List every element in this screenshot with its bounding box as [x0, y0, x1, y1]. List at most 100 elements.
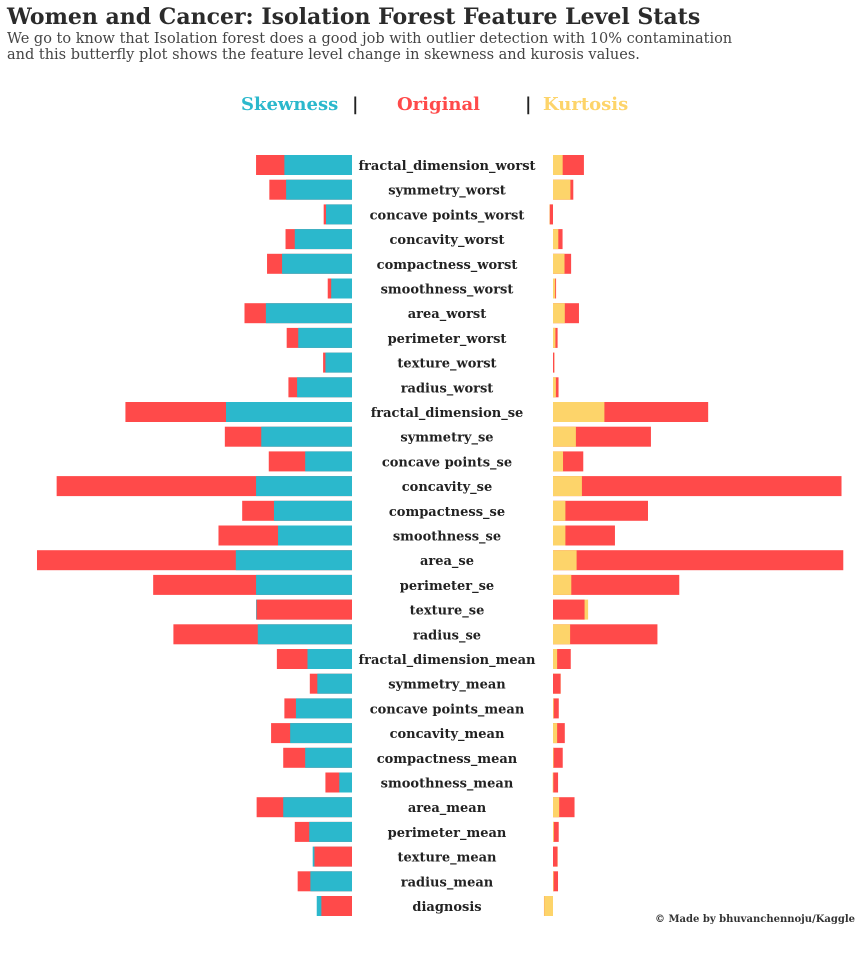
- feature-label-radius-se: radius_se: [413, 628, 481, 643]
- skewness-bar-radius-se: [257, 624, 352, 645]
- feature-label-diagnosis: diagnosis: [412, 900, 481, 915]
- kurtosis-bars: [543, 155, 844, 916]
- kurtosis-bar-symmetry-worst: [553, 179, 571, 200]
- kurtosis-original-bar-fractal-dimension-mean: [553, 649, 571, 669]
- kurtosis-original-bar-radius-mean: [553, 871, 559, 892]
- kurtosis-bar-concavity-se: [553, 476, 582, 497]
- kurtosis-original-bar-smoothness-se: [553, 525, 615, 546]
- skewness-bar-area-worst: [265, 303, 352, 324]
- kurtosis-bar-concavity-mean: [553, 723, 558, 744]
- kurtosis-bar-compactness-worst: [553, 253, 565, 274]
- kurtosis-bar-compactness-se: [553, 500, 566, 521]
- credit-text: © Made by bhuvanchennoju/Kaggle: [655, 914, 856, 925]
- kurtosis-bar-radius-mean: [553, 871, 554, 892]
- kurtosis-bar-perimeter-worst: [553, 327, 556, 348]
- kurtosis-bar-fractal-dimension-mean: [553, 649, 558, 669]
- kurtosis-original-bar-perimeter-se: [553, 574, 680, 595]
- skewness-bar-smoothness-se: [278, 525, 352, 546]
- feature-label-perimeter-mean: perimeter_mean: [388, 826, 507, 841]
- kurtosis-original-bar-radius-se: [553, 624, 658, 645]
- feature-label-concavity-worst: concavity_worst: [390, 233, 505, 248]
- skewness-bar-perimeter-se: [256, 574, 352, 595]
- feature-label-smoothness-worst: smoothness_worst: [381, 283, 514, 298]
- kurtosis-original-bar-symmetry-se: [553, 426, 651, 447]
- feature-label-perimeter-se: perimeter_se: [400, 579, 494, 594]
- skewness-original-bar-diagnosis: [321, 896, 352, 916]
- kurtosis-bar-fractal-dimension-worst: [553, 155, 563, 175]
- skewness-bar-concavity-se: [256, 476, 352, 497]
- feature-label-concave-points-worst: concave points_worst: [370, 208, 525, 223]
- feature-label-smoothness-mean: smoothness_mean: [381, 777, 514, 792]
- feature-label-compactness-worst: compactness_worst: [377, 258, 518, 273]
- feature-label-compactness-mean: compactness_mean: [377, 752, 518, 767]
- skewness-bar-concave-points-worst: [325, 204, 352, 225]
- feature-label-area-worst: area_worst: [408, 307, 487, 322]
- legend-separator-1: |: [352, 94, 359, 115]
- kurtosis-original-bar-texture-se: [553, 599, 585, 620]
- kurtosis-original-bar-area-se: [553, 550, 844, 571]
- feature-label-concave-points-mean: concave points_mean: [370, 702, 525, 717]
- feature-label-concave-points-se: concave points_se: [382, 455, 512, 470]
- kurtosis-bar-concave-points-mean: [553, 698, 554, 719]
- kurtosis-bar-radius-se: [553, 624, 571, 645]
- feature-label-perimeter-worst: perimeter_worst: [388, 332, 507, 347]
- skewness-bar-fractal-dimension-se: [225, 402, 352, 422]
- kurtosis-original-bar-smoothness-mean: [553, 772, 559, 793]
- skewness-bar-compactness-mean: [305, 747, 352, 768]
- skewness-bar-fractal-dimension-mean: [307, 649, 352, 669]
- skewness-bar-smoothness-mean: [339, 772, 352, 793]
- kurtosis-bar-smoothness-se: [553, 525, 566, 546]
- skewness-bar-perimeter-worst: [298, 327, 352, 348]
- skewness-bar-symmetry-mean: [317, 673, 352, 694]
- chart-subtitle: We go to know that Isolation forest does…: [7, 31, 847, 63]
- feature-label-fractal-dimension-worst: fractal_dimension_worst: [358, 159, 535, 174]
- feature-label-radius-worst: radius_worst: [401, 381, 494, 396]
- kurtosis-original-bar-concave-points-mean: [553, 698, 559, 719]
- kurtosis-bar-area-se: [553, 550, 577, 571]
- subtitle-line-1: We go to know that Isolation forest does…: [7, 31, 733, 47]
- kurtosis-original-bar-symmetry-mean: [553, 673, 561, 694]
- skewness-bar-perimeter-mean: [309, 821, 352, 842]
- skewness-bar-concavity-worst: [294, 229, 352, 250]
- feature-label-fractal-dimension-se: fractal_dimension_se: [371, 406, 524, 421]
- skewness-bar-concave-points-se: [305, 451, 352, 472]
- skewness-bar-compactness-worst: [282, 253, 352, 274]
- skewness-bar-radius-mean: [310, 871, 352, 892]
- kurtosis-bar-concavity-worst: [553, 229, 559, 250]
- skewness-bar-symmetry-worst: [286, 179, 352, 200]
- kurtosis-bar-area-mean: [553, 797, 560, 818]
- feature-label-concavity-mean: concavity_mean: [390, 727, 505, 742]
- feature-label-radius-mean: radius_mean: [401, 875, 494, 890]
- kurtosis-bar-area-worst: [553, 303, 565, 324]
- feature-label-area-mean: area_mean: [408, 801, 487, 816]
- skewness-bar-symmetry-se: [261, 426, 352, 447]
- skewness-bar-radius-worst: [297, 377, 352, 398]
- feature-label-compactness-se: compactness_se: [389, 505, 505, 520]
- feature-label-area-se: area_se: [420, 554, 474, 569]
- legend-separator-2: |: [525, 94, 532, 115]
- kurtosis-bar-fractal-dimension-se: [553, 402, 605, 422]
- feature-label-symmetry-se: symmetry_se: [400, 431, 493, 446]
- skewness-bars: [36, 155, 353, 916]
- feature-label-fractal-dimension-mean: fractal_dimension_mean: [359, 653, 536, 668]
- feature-label-smoothness-se: smoothness_se: [393, 530, 501, 545]
- feature-label-texture-mean: texture_mean: [397, 851, 497, 866]
- feature-label-symmetry-worst: symmetry_worst: [388, 184, 506, 199]
- legend-skewness: Skewness: [241, 94, 339, 115]
- legend-kurtosis: Kurtosis: [543, 94, 629, 115]
- kurtosis-bar-perimeter-se: [553, 574, 572, 595]
- skewness-bar-smoothness-worst: [331, 278, 352, 299]
- skewness-bar-fractal-dimension-worst: [284, 155, 352, 175]
- kurtosis-original-bar-texture-worst: [553, 352, 555, 373]
- skewness-bar-concave-points-mean: [295, 698, 352, 719]
- feature-label-texture-se: texture_se: [410, 604, 485, 619]
- skewness-original-bar-texture-se: [256, 599, 352, 620]
- kurtosis-original-bar-concavity-se: [553, 476, 842, 497]
- chart-title: Women and Cancer: Isolation Forest Featu…: [7, 4, 701, 30]
- kurtosis-bar-radius-worst: [553, 377, 556, 398]
- kurtosis-bar-perimeter-mean: [553, 821, 554, 842]
- skewness-bar-compactness-se: [273, 500, 352, 521]
- kurtosis-original-bar-compactness-se: [553, 500, 648, 521]
- feature-labels: fractal_dimension_worst symmetry_worstcon…: [358, 159, 536, 915]
